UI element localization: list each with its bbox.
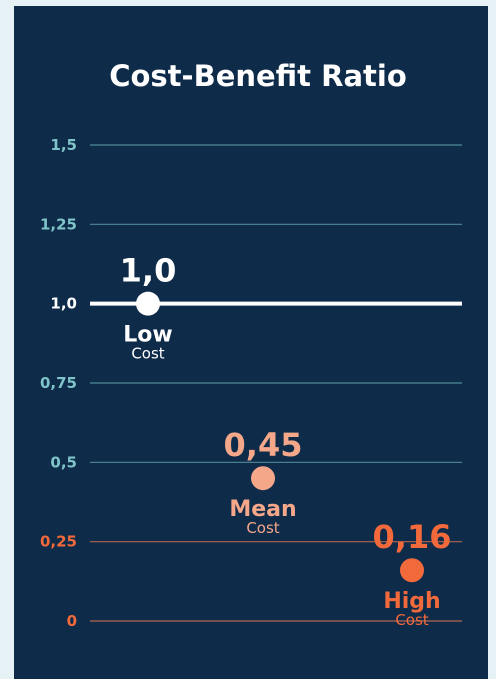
category-sublabel: Cost bbox=[246, 519, 279, 537]
category-label: Mean bbox=[229, 497, 296, 522]
y-tick-label: 1,0 bbox=[50, 295, 77, 313]
value-label: 1,0 bbox=[120, 252, 177, 290]
y-tick-label: 1,5 bbox=[50, 136, 77, 154]
y-tick-label: 0,25 bbox=[40, 533, 77, 551]
point-marker bbox=[136, 291, 160, 316]
value-label: 0,45 bbox=[224, 426, 303, 464]
category-sublabel: Cost bbox=[131, 345, 164, 363]
chart-title: Cost-Benefit Ratio bbox=[109, 59, 407, 93]
y-tick-label: 0 bbox=[67, 612, 77, 630]
point-marker bbox=[400, 558, 424, 583]
y-tick-label: 0,75 bbox=[40, 374, 77, 392]
category-label: Low bbox=[123, 323, 172, 348]
category-sublabel: Cost bbox=[395, 611, 428, 629]
y-axis-tick-labels: 1,5 1,25 1,0 0,75 0,5 0,25 0 bbox=[40, 136, 77, 630]
value-label: 0,16 bbox=[373, 518, 452, 556]
point-marker bbox=[251, 466, 275, 491]
y-tick-label: 0,5 bbox=[50, 453, 77, 471]
y-tick-label: 1,25 bbox=[40, 215, 77, 233]
category-label: High bbox=[383, 589, 440, 614]
